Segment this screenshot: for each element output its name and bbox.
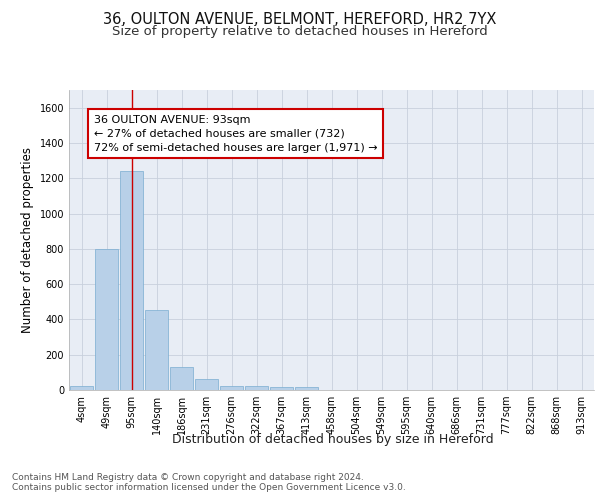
Bar [70,386,93,390]
Text: Size of property relative to detached houses in Hereford: Size of property relative to detached ho… [112,25,488,38]
Bar [195,379,218,390]
Text: Distribution of detached houses by size in Hereford: Distribution of detached houses by size … [172,432,494,446]
Bar [145,310,168,390]
Bar [220,386,243,390]
Bar [270,388,293,390]
Bar [120,171,143,390]
Y-axis label: Number of detached properties: Number of detached properties [21,147,34,333]
Text: 36 OULTON AVENUE: 93sqm
← 27% of detached houses are smaller (732)
72% of semi-d: 36 OULTON AVENUE: 93sqm ← 27% of detache… [94,114,377,152]
Bar [295,388,318,390]
Bar [95,249,118,390]
Text: Contains HM Land Registry data © Crown copyright and database right 2024.
Contai: Contains HM Land Registry data © Crown c… [12,472,406,492]
Bar [245,386,268,390]
Text: 36, OULTON AVENUE, BELMONT, HEREFORD, HR2 7YX: 36, OULTON AVENUE, BELMONT, HEREFORD, HR… [103,12,497,28]
Bar [170,367,193,390]
